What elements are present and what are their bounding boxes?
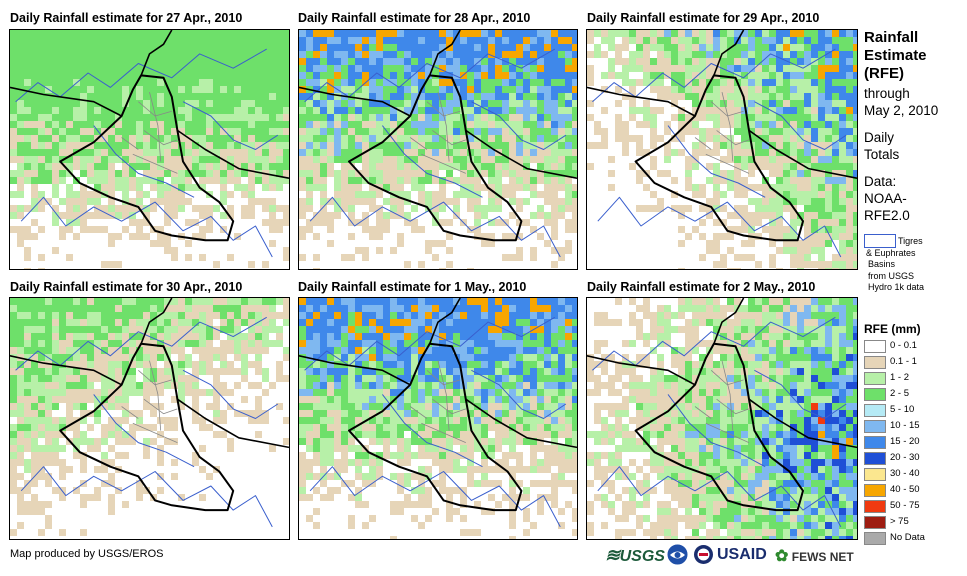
legend-swatch (864, 468, 886, 481)
legend-label: 10 - 15 (890, 420, 920, 431)
country-border (59, 342, 235, 512)
border-line (713, 298, 745, 345)
legend-label: > 75 (890, 516, 909, 527)
panel-title-2: Daily Rainfall estimate for 28 Apr., 201… (298, 11, 531, 25)
province-lines (121, 360, 178, 443)
legend-swatch (864, 500, 886, 513)
rainfall-grid (10, 298, 289, 536)
country-border (348, 342, 523, 512)
border-line (140, 298, 173, 345)
rainfall-map-panel-2 (298, 29, 578, 270)
legend-swatch (864, 532, 886, 545)
panel-title-5: Daily Rainfall estimate for 1 May., 2010 (298, 280, 527, 294)
border-line (176, 398, 289, 449)
border-line (587, 355, 696, 386)
daily-totals-label: Daily Totals (864, 130, 900, 162)
usgs-logo: ≋USGS (605, 545, 665, 565)
legend-label: 50 - 75 (890, 500, 920, 511)
country-border (634, 342, 804, 512)
side-title: Rainfall Estimate (RFE) (864, 29, 927, 82)
legend-swatch (864, 340, 886, 353)
noaa-logo (667, 544, 688, 568)
basin-legend-swatch (864, 234, 896, 248)
border-line (299, 86, 411, 117)
panel-title-1: Daily Rainfall estimate for 27 Apr., 201… (10, 11, 243, 25)
border-line (176, 129, 289, 179)
legend-label: 0 - 0.1 (890, 340, 917, 351)
border-line (10, 355, 122, 386)
border-line (748, 398, 857, 449)
border-line (10, 86, 122, 117)
province-lines (694, 360, 750, 443)
panel-title-6: Daily Rainfall estimate for 2 May., 2010 (587, 280, 816, 294)
country-border (634, 74, 804, 242)
legend-swatch (864, 516, 886, 529)
basin-legend-note: Tigres & Euphrates Basins from USGS Hydr… (866, 236, 925, 292)
legend-label: 40 - 50 (890, 484, 920, 495)
basin-outline (15, 48, 279, 258)
rainfall-grid (299, 298, 577, 539)
province-lines (409, 360, 466, 443)
border-line (428, 30, 461, 76)
legend-label: 5 - 10 (890, 404, 915, 415)
map-credit: Map produced by USGS/EROS (10, 548, 164, 560)
data-source-label: Data: NOAA- RFE2.0 (864, 174, 910, 223)
legend-label: No Data (890, 532, 925, 543)
basin-outline (304, 316, 567, 528)
border-line (587, 86, 696, 117)
legend-swatch (864, 388, 886, 401)
border-line (140, 30, 173, 76)
rainfall-grid (587, 298, 857, 539)
legend-label: 2 - 5 (890, 388, 910, 399)
rainfall-grid (299, 30, 577, 269)
rainfall-grid (10, 30, 289, 269)
legend-label: 1 - 2 (890, 372, 910, 383)
legend-swatch (864, 404, 886, 417)
legend-swatch (864, 436, 886, 449)
rainfall-map-panel-1 (9, 29, 290, 270)
country-border (348, 74, 523, 242)
province-lines (121, 92, 178, 174)
border-line (713, 30, 745, 76)
legend-label: 20 - 30 (890, 452, 920, 463)
basin-outline (592, 316, 847, 528)
border-line (428, 298, 461, 345)
border-line (748, 129, 857, 179)
legend-swatch (864, 356, 886, 369)
rainfall-map-panel-5 (298, 297, 578, 540)
country-border (59, 74, 235, 242)
basin-outline (592, 48, 847, 258)
usaid-seal-icon (693, 544, 714, 568)
legend-swatch (864, 452, 886, 465)
panel-title-3: Daily Rainfall estimate for 29 Apr., 201… (587, 11, 820, 25)
legend-label: 0.1 - 1 (890, 356, 917, 367)
legend-swatch (864, 420, 886, 433)
legend-title: RFE (mm) (864, 322, 921, 336)
panel-title-4: Daily Rainfall estimate for 30 Apr., 201… (10, 280, 243, 294)
rainfall-map-panel-3 (586, 29, 858, 270)
rainfall-grid (587, 30, 857, 269)
fewsnet-logo: ✿ FEWS NET (775, 548, 854, 565)
basin-outline (304, 48, 567, 258)
through-label: through May 2, 2010 (864, 86, 939, 118)
border-line (299, 355, 411, 386)
border-line (465, 398, 577, 449)
border-line (465, 129, 577, 179)
legend-label: 30 - 40 (890, 468, 920, 479)
rainfall-map-panel-4 (9, 297, 290, 540)
province-lines (694, 92, 750, 174)
legend-label: 15 - 20 (890, 436, 920, 447)
usaid-logo: USAID (717, 546, 767, 563)
legend-swatch (864, 372, 886, 385)
province-lines (409, 92, 466, 174)
legend-swatch (864, 484, 886, 497)
basin-outline (15, 316, 279, 528)
rainfall-map-panel-6 (586, 297, 858, 540)
